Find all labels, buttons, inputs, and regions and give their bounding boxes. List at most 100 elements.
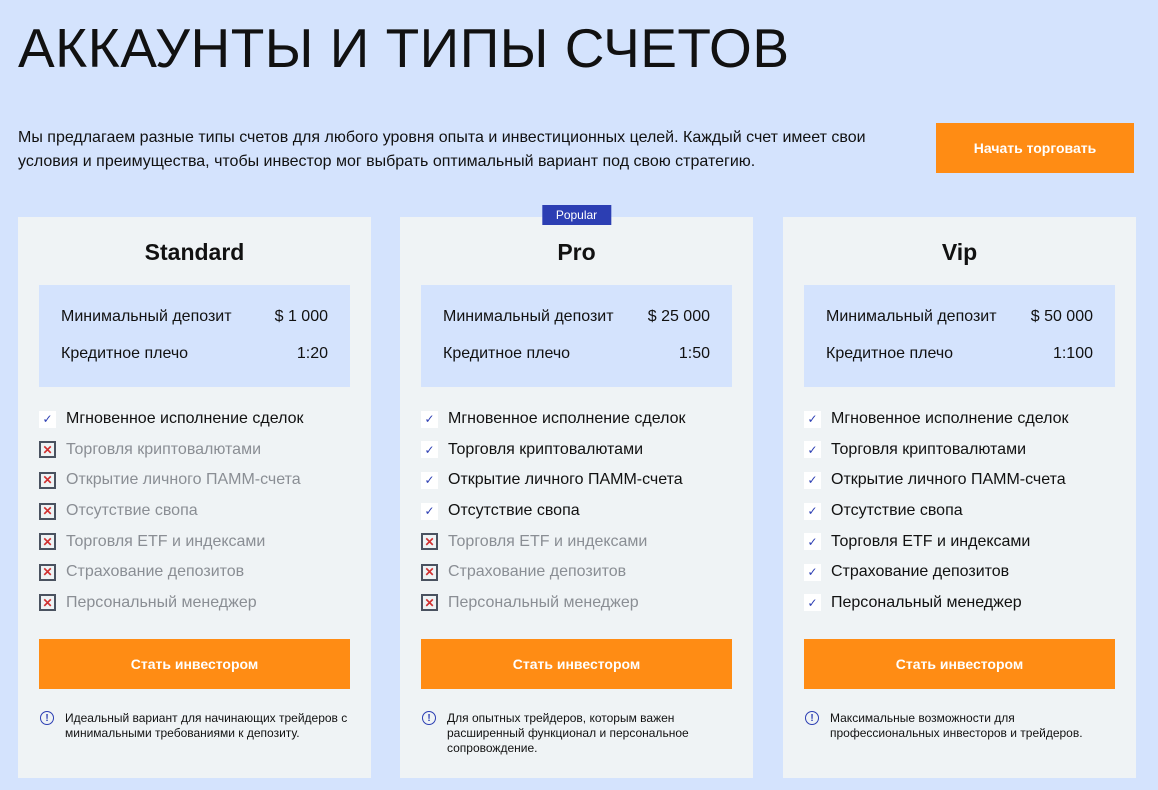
feature-item: ✕ Персональный менеджер [39,588,371,619]
cross-icon: ✕ [421,533,438,551]
feature-item: ✓ Открытие личного ПАММ-счета [804,465,1136,496]
conditions-box: Минимальный депозит $ 1 000 Кредитное пле… [39,285,350,387]
feature-label: Отсутствие свопа [66,502,198,520]
feature-item: ✓ Отсутствие свопа [804,496,1136,527]
info-icon: ! [422,711,436,726]
note-text: Идеальный вариант для начинающих трейдер… [65,711,348,741]
feature-item: ✕ Персональный менеджер [421,588,753,619]
check-icon: ✓ [421,410,438,428]
feature-label: Страхование депозитов [66,563,245,581]
feature-item: ✓ Отсутствие свопа [421,496,753,527]
leverage-value: 1:50 [678,345,710,362]
deposit-value: $ 1 000 [274,308,328,325]
check-icon: ✓ [421,441,438,459]
check-icon: ✓ [804,594,821,612]
feature-label: Персональный менеджер [831,593,1022,611]
feature-item: ✓ Мгновенное исполнение сделок [421,404,753,435]
feature-item: ✓ Торговля криптовалютами [804,435,1136,466]
cross-icon: ✕ [421,594,438,612]
feature-label: Торговля криптовалютами [448,440,644,458]
feature-label: Открытие личного ПАММ-счета [66,471,301,489]
feature-label: Персональный менеджер [448,593,639,611]
feature-label: Открытие личного ПАММ-счета [831,471,1066,489]
leverage-value: 1:20 [296,345,328,362]
feature-label: Торговля ETF и индексами [448,532,648,550]
feature-item: ✓ Открытие личного ПАММ-счета [421,465,753,496]
leverage-label: Кредитное плечо [826,345,954,362]
cross-icon: ✕ [39,471,56,489]
card-title: Pro [557,239,596,265]
card-note: ! Максимальные возможности для профессион… [805,711,1115,741]
feature-item: ✓ Мгновенное исполнение сделок [804,404,1136,435]
feature-label: Отсутствие свопа [831,502,963,520]
feature-label: Открытие личного ПАММ-счета [448,471,683,489]
feature-label: Персональный менеджер [66,593,257,611]
feature-label: Торговля ETF и индексами [831,532,1031,550]
feature-label: Торговля криптовалютами [66,440,262,458]
account-card-pro: Popular Pro Минимальный депозит $ 25 000 К… [400,205,753,778]
start-trading-button[interactable]: Начать торговать [936,123,1134,173]
card-note: ! Для опытных трейдеров, которым важен ра… [422,711,732,756]
cross-icon: ✕ [39,441,56,459]
card-title: Vip [941,239,978,265]
feature-item: ✕ Торговля ETF и индексами [39,526,371,557]
page-title: АККАУНТЫ И ТИПЫ СЧЕТОВ [18,17,790,79]
note-text: Для опытных трейдеров, которым важен рас… [447,711,689,756]
feature-label: Торговля криптовалютами [831,440,1027,458]
feature-item: ✓ Страхование депозитов [804,557,1136,588]
check-icon: ✓ [804,441,821,459]
cross-icon: ✕ [39,594,56,612]
feature-label: Страхование депозитов [831,563,1010,581]
feature-item: ✓ Торговля криптовалютами [421,435,753,466]
feature-item: ✕ Торговля ETF и индексами [421,526,753,557]
deposit-value: $ 25 000 [647,308,710,325]
feature-item: ✕ Отсутствие свопа [39,496,371,527]
conditions-box: Минимальный депозит $ 50 000 Кредитное пл… [804,285,1115,387]
become-investor-button[interactable]: Стать инвестором [804,639,1115,690]
account-card-standard: Standard Минимальный депозит $ 1 000 Кред… [18,217,371,778]
become-investor-button[interactable]: Стать инвестором [39,639,350,690]
check-icon: ✓ [804,471,821,489]
deposit-value: $ 50 000 [1030,308,1093,325]
account-card-vip: Vip Минимальный депозит $ 50 000 Кредитно… [783,217,1136,778]
feature-item: ✓ Торговля ETF и индексами [804,526,1136,557]
popular-badge: Popular [541,205,612,225]
feature-list: ✓ Мгновенное исполнение сделок ✓ Торговля к… [804,404,1136,618]
feature-item: ✕ Торговля криптовалютами [39,435,371,466]
feature-item: ✕ Страхование депозитов [39,557,371,588]
check-icon: ✓ [804,502,821,520]
become-investor-button[interactable]: Стать инвестором [421,639,732,690]
conditions-box: Минимальный депозит $ 25 000 Кредитное пл… [421,285,732,387]
check-icon: ✓ [804,563,821,581]
cross-icon: ✕ [421,563,438,581]
feature-label: Торговля ETF и индексами [66,532,266,550]
deposit-label: Минимальный депозит [826,308,997,325]
info-icon: ! [805,711,819,726]
cross-icon: ✕ [39,563,56,581]
check-icon: ✓ [39,410,56,428]
feature-label: Мгновенное исполнение сделок [448,410,686,428]
card-title: Standard [144,239,245,265]
feature-label: Отсутствие свопа [448,502,580,520]
card-note: ! Идеальный вариант для начинающих трейде… [40,711,350,741]
info-icon: ! [40,711,54,726]
cross-icon: ✕ [39,533,56,551]
check-icon: ✓ [804,533,821,551]
intro-text: Мы предлагаем разные типы счетов для люб… [18,129,866,170]
feature-label: Страхование депозитов [448,563,627,581]
feature-item: ✕ Страхование депозитов [421,557,753,588]
feature-list: ✓ Мгновенное исполнение сделок ✓ Торговля к… [421,404,753,618]
feature-list: ✓ Мгновенное исполнение сделок ✕ Торговля к… [39,404,371,618]
cross-icon: ✕ [39,502,56,520]
leverage-label: Кредитное плечо [61,345,189,362]
deposit-label: Минимальный депозит [61,308,232,325]
feature-label: Мгновенное исполнение сделок [831,410,1069,428]
feature-label: Мгновенное исполнение сделок [66,410,304,428]
check-icon: ✓ [421,471,438,489]
feature-item: ✕ Открытие личного ПАММ-счета [39,465,371,496]
leverage-label: Кредитное плечо [443,345,571,362]
check-icon: ✓ [421,502,438,520]
feature-item: ✓ Персональный менеджер [804,588,1136,619]
leverage-value: 1:100 [1052,345,1093,362]
deposit-label: Минимальный депозит [443,308,614,325]
